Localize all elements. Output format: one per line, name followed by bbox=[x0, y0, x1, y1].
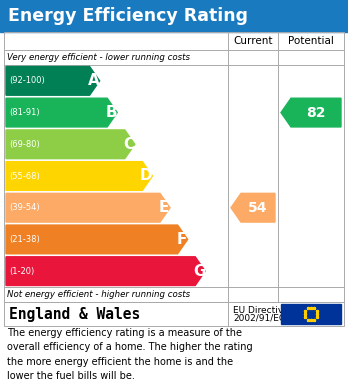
Text: Very energy efficient - lower running costs: Very energy efficient - lower running co… bbox=[7, 53, 190, 62]
Polygon shape bbox=[6, 225, 188, 254]
Polygon shape bbox=[6, 130, 135, 159]
Polygon shape bbox=[231, 194, 275, 222]
Text: C: C bbox=[123, 137, 134, 152]
Text: (55-68): (55-68) bbox=[9, 172, 40, 181]
Text: (39-54): (39-54) bbox=[9, 203, 40, 212]
Bar bbox=[281, 304, 341, 324]
Text: (69-80): (69-80) bbox=[9, 140, 40, 149]
Text: F: F bbox=[176, 232, 187, 247]
Text: (81-91): (81-91) bbox=[9, 108, 40, 117]
Text: (21-38): (21-38) bbox=[9, 235, 40, 244]
Polygon shape bbox=[6, 161, 152, 190]
Text: England & Wales: England & Wales bbox=[9, 307, 140, 321]
Polygon shape bbox=[281, 98, 341, 127]
Text: Current: Current bbox=[233, 36, 273, 46]
Text: G: G bbox=[193, 264, 205, 279]
Text: (1-20): (1-20) bbox=[9, 267, 34, 276]
Text: Potential: Potential bbox=[288, 36, 334, 46]
Text: B: B bbox=[105, 105, 117, 120]
Text: EU Directive: EU Directive bbox=[233, 306, 289, 315]
Polygon shape bbox=[6, 66, 100, 95]
Bar bbox=[0, 0, 348, 32]
Text: (92-100): (92-100) bbox=[9, 76, 45, 85]
Text: 82: 82 bbox=[306, 106, 326, 120]
Text: The energy efficiency rating is a measure of the
overall efficiency of a home. T: The energy efficiency rating is a measur… bbox=[7, 328, 253, 381]
Bar bbox=[4, 32, 344, 302]
Text: D: D bbox=[140, 169, 153, 183]
Text: Energy Efficiency Rating: Energy Efficiency Rating bbox=[8, 7, 248, 25]
Bar bbox=[4, 302, 344, 326]
Text: A: A bbox=[88, 74, 100, 88]
Polygon shape bbox=[6, 194, 170, 222]
Text: 2002/91/EC: 2002/91/EC bbox=[233, 314, 285, 323]
Polygon shape bbox=[6, 257, 205, 285]
Text: 54: 54 bbox=[248, 201, 268, 215]
Text: Not energy efficient - higher running costs: Not energy efficient - higher running co… bbox=[7, 290, 190, 299]
Polygon shape bbox=[6, 98, 117, 127]
Text: E: E bbox=[159, 200, 169, 215]
